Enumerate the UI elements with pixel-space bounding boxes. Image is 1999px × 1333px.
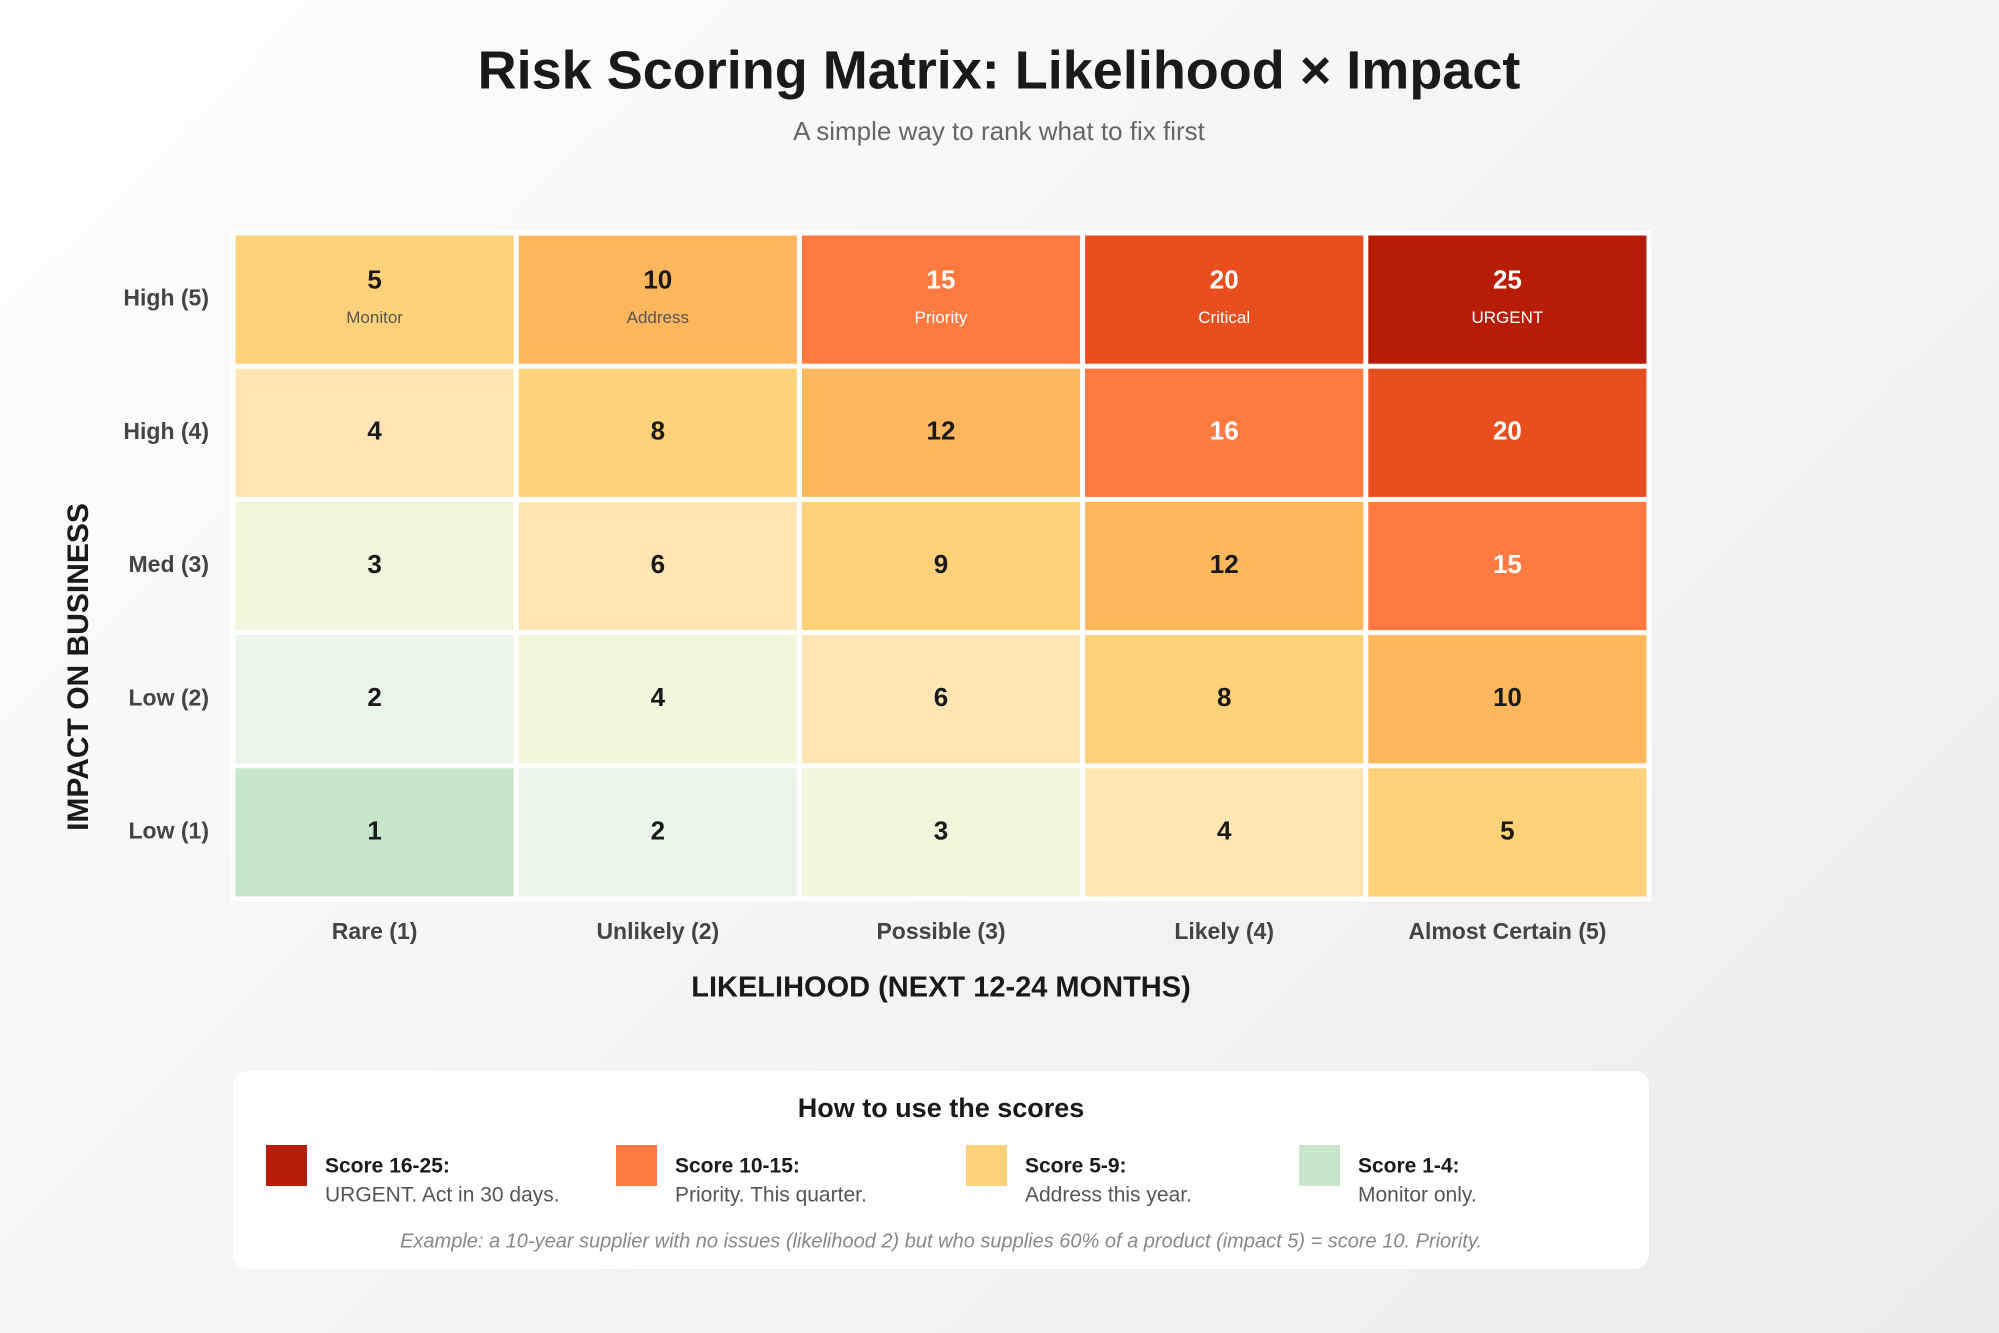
x-tick-label: Possible (3)	[876, 918, 1005, 944]
matrix-cell	[1368, 768, 1647, 897]
legend-title: How to use the scores	[798, 1093, 1085, 1123]
cell-score: 8	[651, 416, 665, 446]
legend-swatch	[616, 1145, 657, 1186]
cell-note: Address	[627, 308, 689, 327]
matrix-cell	[235, 768, 514, 897]
matrix-cell	[801, 501, 1081, 631]
cell-score: 6	[934, 682, 948, 712]
cell-score: 8	[1217, 682, 1231, 712]
cell-score: 10	[1493, 682, 1522, 712]
matrix-cell	[518, 635, 797, 764]
y-tick-label: High (4)	[123, 418, 209, 444]
legend-heading: Score 1-4:	[1358, 1155, 1460, 1178]
legend-heading: Score 5-9:	[1025, 1155, 1127, 1178]
cell-score: 3	[934, 815, 948, 845]
matrix-cell	[1085, 635, 1364, 764]
matrix-cell	[235, 235, 514, 364]
legend-text: Monitor only.	[1358, 1184, 1477, 1207]
matrix-cell	[801, 635, 1081, 764]
matrix-cell	[801, 768, 1081, 897]
cell-note: URGENT	[1472, 308, 1544, 327]
cell-score: 16	[1210, 416, 1239, 446]
matrix-cell	[518, 501, 797, 631]
matrix-cell	[801, 235, 1081, 364]
cell-score: 4	[1217, 815, 1232, 845]
x-tick-label: Unlikely (2)	[596, 918, 719, 944]
legend-heading: Score 10-15:	[675, 1155, 800, 1178]
legend-swatch	[1299, 1145, 1340, 1186]
y-axis-title: IMPACT ON BUSINESS	[62, 503, 95, 831]
legend-box	[233, 1071, 1649, 1269]
matrix-cell	[1368, 368, 1647, 497]
cell-score: 15	[927, 264, 956, 294]
cell-score: 12	[1210, 549, 1239, 579]
legend-swatch	[966, 1145, 1007, 1186]
y-tick-label: Med (3)	[129, 551, 210, 577]
cell-score: 5	[367, 264, 381, 294]
legend-text: Priority. This quarter.	[675, 1184, 867, 1207]
legend-text: Address this year.	[1025, 1184, 1192, 1207]
cell-score: 4	[367, 416, 382, 446]
matrix-cell	[235, 501, 514, 631]
matrix-cell	[518, 235, 797, 364]
chart-title: Risk Scoring Matrix: Likelihood × Impact	[478, 40, 1521, 100]
cell-score: 4	[651, 682, 666, 712]
x-tick-label: Rare (1)	[332, 918, 418, 944]
cell-score: 10	[643, 264, 672, 294]
matrix-cell	[1085, 235, 1364, 364]
matrix-cell	[518, 768, 797, 897]
cell-score: 1	[367, 815, 381, 845]
cell-score: 9	[934, 549, 948, 579]
cell-score: 15	[1493, 549, 1522, 579]
x-tick-label: Almost Certain (5)	[1408, 918, 1606, 944]
cell-score: 20	[1210, 264, 1239, 294]
cell-note: Monitor	[346, 308, 403, 327]
x-axis-title: LIKELIHOOD (NEXT 12-24 MONTHS)	[691, 972, 1191, 1004]
legend-swatch	[266, 1145, 307, 1186]
legend-example: Example: a 10-year supplier with no issu…	[400, 1230, 1482, 1252]
cell-score: 20	[1493, 416, 1522, 446]
y-tick-label: Low (2)	[129, 684, 210, 710]
cell-score: 12	[927, 416, 956, 446]
y-tick-label: High (5)	[123, 285, 209, 311]
cell-score: 2	[367, 682, 381, 712]
cell-score: 2	[651, 815, 665, 845]
matrix-cell	[1085, 768, 1364, 897]
matrix-cell	[1368, 235, 1647, 364]
y-tick-label: Low (1)	[129, 817, 210, 843]
matrix-cell	[235, 368, 514, 497]
matrix-cell	[1368, 635, 1647, 764]
chart-subtitle: A simple way to rank what to fix first	[793, 116, 1206, 146]
cell-score: 25	[1493, 264, 1522, 294]
legend-text: URGENT. Act in 30 days.	[325, 1184, 560, 1207]
cell-score: 6	[651, 549, 665, 579]
cell-score: 5	[1500, 815, 1514, 845]
legend-heading: Score 16-25:	[325, 1155, 450, 1178]
x-tick-label: Likely (4)	[1174, 918, 1274, 944]
cell-score: 3	[367, 549, 381, 579]
matrix-cell	[1085, 501, 1364, 631]
matrix-cell	[801, 368, 1081, 497]
matrix-cell	[235, 635, 514, 764]
matrix-cell	[1368, 501, 1647, 631]
cell-note: Priority	[915, 308, 968, 327]
matrix-cell	[1085, 368, 1364, 497]
matrix-cell	[518, 368, 797, 497]
cell-note: Critical	[1198, 308, 1250, 327]
